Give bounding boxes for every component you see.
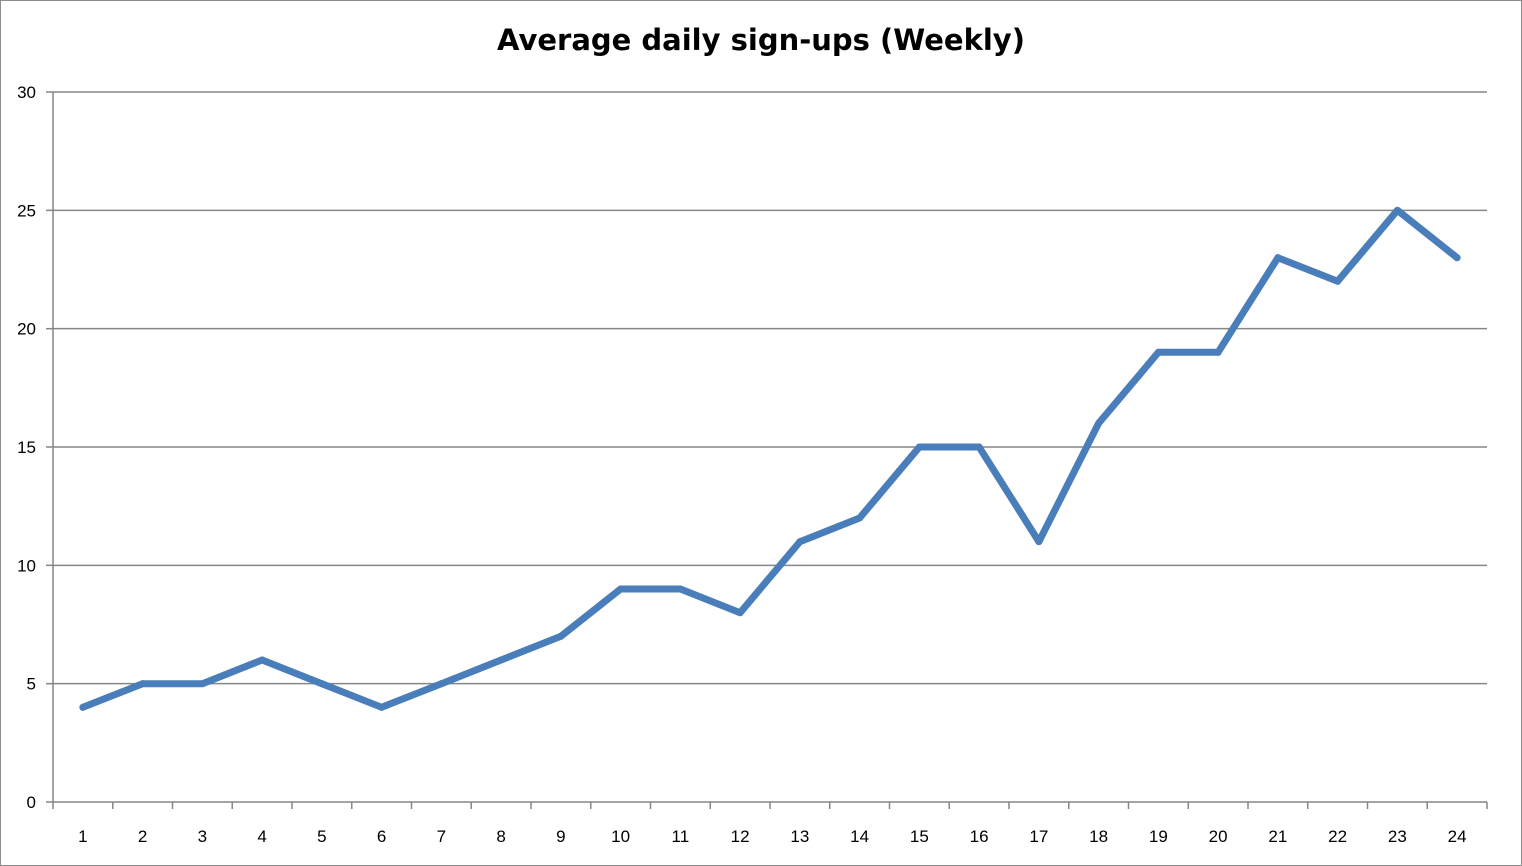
y-tick-label: 30: [17, 83, 36, 102]
data-point: [915, 443, 923, 451]
chart-title: Average daily sign-ups (Weekly): [497, 23, 1025, 57]
data-point: [1274, 254, 1282, 262]
x-tick-label: 12: [731, 827, 750, 846]
data-point: [139, 680, 147, 688]
data-point: [1035, 538, 1043, 546]
data-point: [318, 680, 326, 688]
data-point: [1453, 254, 1461, 262]
data-point: [617, 585, 625, 593]
x-tick-label: 15: [910, 827, 929, 846]
data-point: [198, 680, 206, 688]
data-point: [676, 585, 684, 593]
x-tick-label: 1: [78, 827, 87, 846]
x-tick-label: 23: [1388, 827, 1407, 846]
x-tick-label: 6: [377, 827, 386, 846]
y-tick-label: 5: [27, 675, 36, 694]
x-tick-label: 3: [198, 827, 207, 846]
x-tick-label: 19: [1149, 827, 1168, 846]
x-tick-label: 4: [257, 827, 266, 846]
y-tick-label: 15: [17, 438, 36, 457]
data-point: [437, 680, 445, 688]
data-point: [975, 443, 983, 451]
x-tick-label: 2: [138, 827, 147, 846]
data-point: [856, 514, 864, 522]
x-tick-label: 18: [1089, 827, 1108, 846]
data-point: [1154, 348, 1162, 356]
data-point: [557, 632, 565, 640]
x-tick-label: 21: [1268, 827, 1287, 846]
data-point: [258, 656, 266, 664]
x-tick-label: 20: [1209, 827, 1228, 846]
data-point: [1334, 277, 1342, 285]
data-point: [1214, 348, 1222, 356]
data-point: [79, 703, 87, 711]
y-tick-label: 0: [27, 793, 36, 812]
x-tick-label: 22: [1328, 827, 1347, 846]
x-tick-label: 7: [437, 827, 446, 846]
data-point: [378, 703, 386, 711]
y-tick-label: 20: [17, 320, 36, 339]
data-point: [1393, 206, 1401, 214]
x-tick-label: 10: [611, 827, 630, 846]
x-tick-label: 9: [556, 827, 565, 846]
data-point: [796, 538, 804, 546]
x-tick-label: 8: [496, 827, 505, 846]
y-tick-label: 10: [17, 556, 36, 575]
x-tick-label: 11: [672, 827, 690, 846]
y-tick-label: 25: [17, 201, 36, 220]
x-tick-label: 16: [970, 827, 989, 846]
series-line: [79, 206, 1461, 711]
data-point: [1095, 419, 1103, 427]
x-tick-label: 24: [1448, 827, 1467, 846]
x-tick-label: 17: [1029, 827, 1048, 846]
x-tick-label: 14: [850, 827, 869, 846]
x-tick-label: 13: [790, 827, 809, 846]
data-point: [736, 609, 744, 617]
x-tick-label: 5: [317, 827, 326, 846]
data-point: [497, 656, 505, 664]
